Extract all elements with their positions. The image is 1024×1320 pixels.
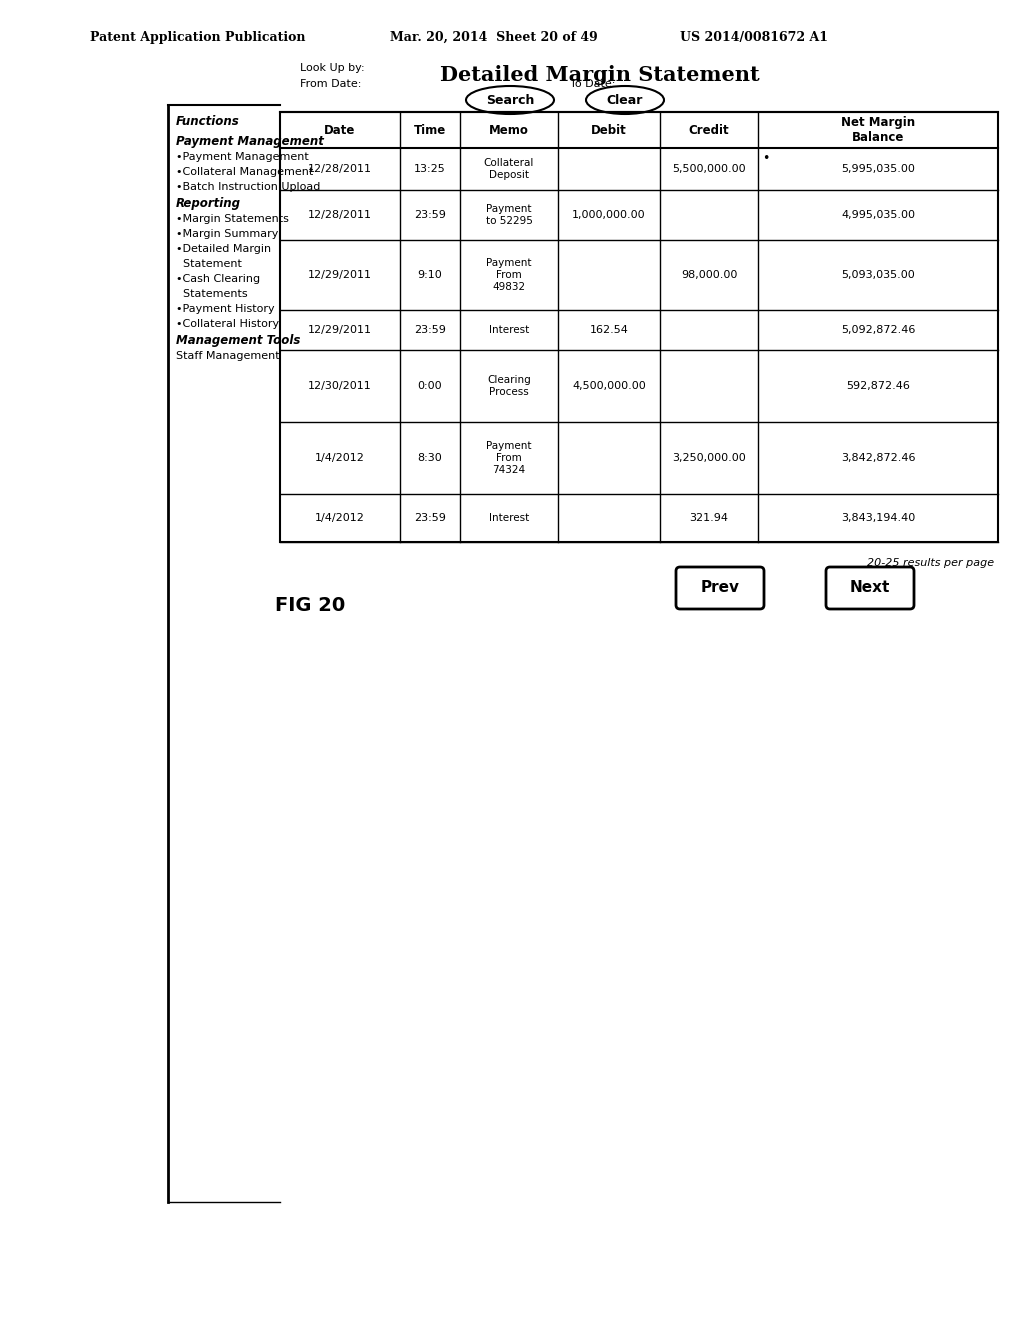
Text: To Date:: To Date: xyxy=(570,79,615,88)
Text: 12/28/2011: 12/28/2011 xyxy=(308,210,372,220)
Text: 3,250,000.00: 3,250,000.00 xyxy=(672,453,745,463)
Text: Patent Application Publication: Patent Application Publication xyxy=(90,30,305,44)
Text: 12/30/2011: 12/30/2011 xyxy=(308,381,372,391)
Text: Payment
From
74324: Payment From 74324 xyxy=(486,441,531,475)
Text: 98,000.00: 98,000.00 xyxy=(681,271,737,280)
Text: Clear: Clear xyxy=(607,94,643,107)
FancyBboxPatch shape xyxy=(826,568,914,609)
Text: •Payment History: •Payment History xyxy=(176,304,274,314)
Bar xyxy=(280,112,998,543)
Text: Next: Next xyxy=(850,581,890,595)
Text: Net Margin
Balance: Net Margin Balance xyxy=(841,116,915,144)
Text: •Batch Instruction Upload: •Batch Instruction Upload xyxy=(176,182,321,191)
Text: 5,995,035.00: 5,995,035.00 xyxy=(841,164,914,174)
Text: 1,000,000.00: 1,000,000.00 xyxy=(572,210,646,220)
Text: Prev: Prev xyxy=(700,581,739,595)
Text: •Collateral History: •Collateral History xyxy=(176,319,280,329)
Text: Staff Management: Staff Management xyxy=(176,351,280,360)
Text: •Cash Clearing: •Cash Clearing xyxy=(176,275,260,284)
Text: 592,872.46: 592,872.46 xyxy=(846,381,910,391)
Text: 0:00: 0:00 xyxy=(418,381,442,391)
Text: FIG 20: FIG 20 xyxy=(274,597,345,615)
Text: Look Up by:: Look Up by: xyxy=(300,63,365,73)
Text: Clearing
Process: Clearing Process xyxy=(487,375,530,397)
Text: Memo: Memo xyxy=(489,124,529,136)
Text: Payment Management: Payment Management xyxy=(176,135,324,148)
Text: Payment
to 52295: Payment to 52295 xyxy=(485,205,532,226)
Text: 12/29/2011: 12/29/2011 xyxy=(308,325,372,335)
Text: 12/29/2011: 12/29/2011 xyxy=(308,271,372,280)
Text: 321.94: 321.94 xyxy=(689,513,728,523)
Text: •Detailed Margin: •Detailed Margin xyxy=(176,244,271,253)
Text: Management Tools: Management Tools xyxy=(176,334,300,347)
Text: •Margin Statements: •Margin Statements xyxy=(176,214,289,224)
Text: US 2014/0081672 A1: US 2014/0081672 A1 xyxy=(680,30,828,44)
Text: 8:30: 8:30 xyxy=(418,453,442,463)
Text: 4,500,000.00: 4,500,000.00 xyxy=(572,381,646,391)
Text: 12/28/2011: 12/28/2011 xyxy=(308,164,372,174)
Text: Functions: Functions xyxy=(176,115,240,128)
Text: Statements: Statements xyxy=(176,289,248,300)
Text: Interest: Interest xyxy=(488,325,529,335)
Text: 5,092,872.46: 5,092,872.46 xyxy=(841,325,915,335)
Text: 23:59: 23:59 xyxy=(414,210,445,220)
Text: Credit: Credit xyxy=(689,124,729,136)
Text: 5,093,035.00: 5,093,035.00 xyxy=(841,271,914,280)
Text: Search: Search xyxy=(485,94,535,107)
Text: Detailed Margin Statement: Detailed Margin Statement xyxy=(440,65,760,84)
Text: 4,995,035.00: 4,995,035.00 xyxy=(841,210,915,220)
Text: 5,500,000.00: 5,500,000.00 xyxy=(672,164,745,174)
Text: Statement: Statement xyxy=(176,259,242,269)
Text: Debit: Debit xyxy=(591,124,627,136)
Text: Payment
From
49832: Payment From 49832 xyxy=(486,259,531,292)
Text: Date: Date xyxy=(325,124,355,136)
Text: Mar. 20, 2014  Sheet 20 of 49: Mar. 20, 2014 Sheet 20 of 49 xyxy=(390,30,598,44)
Text: 3,843,194.40: 3,843,194.40 xyxy=(841,513,915,523)
Text: •: • xyxy=(762,152,769,165)
Text: 162.54: 162.54 xyxy=(590,325,629,335)
Text: From Date:: From Date: xyxy=(300,79,361,88)
Text: •Margin Summary: •Margin Summary xyxy=(176,228,279,239)
Text: 1/4/2012: 1/4/2012 xyxy=(315,453,365,463)
Text: 23:59: 23:59 xyxy=(414,325,445,335)
FancyBboxPatch shape xyxy=(676,568,764,609)
Text: •Collateral Management: •Collateral Management xyxy=(176,168,313,177)
Text: •Payment Management: •Payment Management xyxy=(176,152,309,162)
Text: Time: Time xyxy=(414,124,446,136)
Text: 13:25: 13:25 xyxy=(414,164,445,174)
Text: Reporting: Reporting xyxy=(176,197,241,210)
Text: 23:59: 23:59 xyxy=(414,513,445,523)
Text: 20-25 results per page: 20-25 results per page xyxy=(867,558,994,568)
Text: 3,842,872.46: 3,842,872.46 xyxy=(841,453,915,463)
Text: Collateral
Deposit: Collateral Deposit xyxy=(483,158,535,180)
Text: 9:10: 9:10 xyxy=(418,271,442,280)
Text: 1/4/2012: 1/4/2012 xyxy=(315,513,365,523)
Text: Interest: Interest xyxy=(488,513,529,523)
